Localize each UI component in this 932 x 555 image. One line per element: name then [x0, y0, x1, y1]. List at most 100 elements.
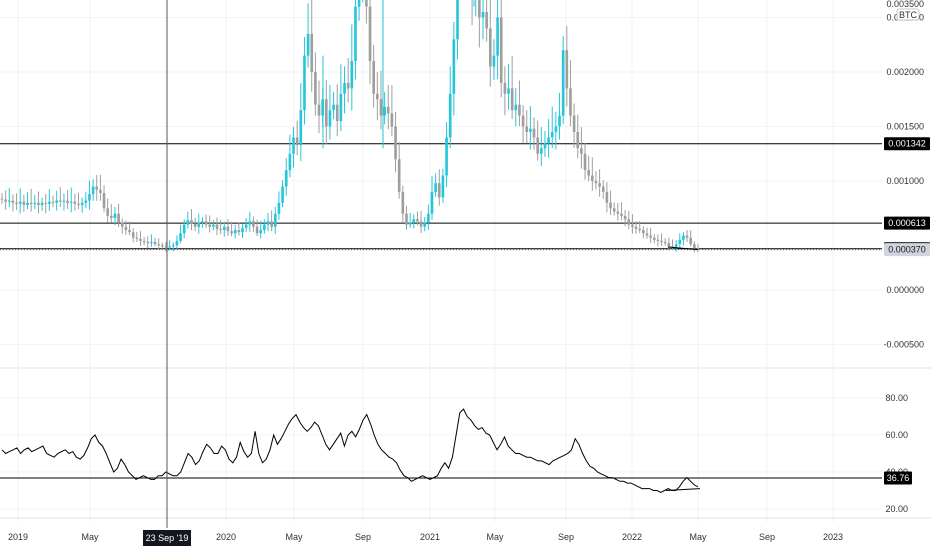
- candle-body: [29, 202, 33, 204]
- candle-body: [7, 200, 11, 202]
- horizontal-levels: [0, 143, 882, 251]
- candle-body: [441, 175, 445, 198]
- candle-body: [69, 201, 73, 203]
- candle-body: [492, 55, 496, 67]
- candle-body: [237, 230, 241, 233]
- candle-body: [627, 219, 631, 225]
- candle-body: [587, 170, 590, 176]
- candle-body: [660, 240, 663, 243]
- candle-body: [48, 201, 51, 204]
- candle-body: [91, 186, 95, 195]
- candle-body: [642, 230, 645, 234]
- candle-body: [175, 240, 179, 246]
- x-tick-label: May: [689, 532, 707, 542]
- candle-body: [281, 186, 284, 203]
- candle-body: [0, 198, 4, 200]
- candle-body: [485, 12, 488, 29]
- candle-body: [161, 245, 164, 247]
- candle-body: [40, 202, 44, 205]
- candle-body: [295, 137, 299, 146]
- x-tick-label: Sep: [558, 532, 574, 542]
- candle-body: [427, 213, 430, 223]
- candle-body: [215, 224, 219, 229]
- candle-body: [113, 213, 117, 219]
- x-tick-label: Sep: [355, 532, 371, 542]
- y-tick-label-top: 0.003500: [886, 0, 924, 9]
- candle-body: [317, 104, 321, 116]
- candle-body: [259, 230, 263, 234]
- candle-body: [22, 201, 26, 205]
- candle-body: [437, 183, 441, 198]
- candle-body: [306, 33, 310, 56]
- candle-body: [277, 202, 281, 214]
- candle-body: [263, 224, 266, 231]
- candle-body: [88, 194, 91, 201]
- indicator-y-tick-label: 60.00: [885, 430, 908, 440]
- candle-body: [33, 202, 37, 204]
- indicator-series: [0, 408, 882, 493]
- currency-label: BTC: [899, 10, 918, 20]
- candle-body: [667, 243, 671, 247]
- candle-body: [248, 221, 252, 225]
- candle-body: [518, 104, 521, 116]
- candle-body: [314, 72, 317, 105]
- candle-body: [241, 227, 244, 233]
- candle-body: [631, 224, 634, 227]
- candle-body: [186, 220, 190, 225]
- candle-body: [139, 238, 142, 241]
- candle-body: [510, 88, 514, 111]
- axes: 0.0030000.0025000.0020000.0015000.001000…: [0, 0, 932, 542]
- indicator-y-tick-label: 20.00: [885, 504, 908, 514]
- candle-body: [448, 93, 452, 138]
- candle-body: [390, 113, 394, 127]
- candle-body: [685, 235, 689, 238]
- candle-body: [299, 110, 303, 146]
- candle-body: [346, 82, 350, 89]
- candle-body: [332, 104, 335, 111]
- candle-body: [44, 202, 48, 204]
- candle-body: [335, 104, 339, 122]
- candle-body: [273, 213, 277, 227]
- candle-body: [80, 202, 84, 205]
- candle-body: [11, 200, 15, 203]
- candle-body: [37, 202, 40, 205]
- candle-body: [565, 50, 569, 89]
- candle-body: [106, 208, 109, 216]
- crosshair-date-label: 23 Sep '19: [146, 533, 189, 543]
- candle-body: [197, 222, 201, 227]
- candle-body: [325, 99, 328, 127]
- candle-body: [66, 200, 69, 203]
- candle-body: [372, 61, 375, 94]
- y-tick-label: 0.001000: [886, 176, 924, 186]
- candle-body: [222, 226, 226, 231]
- indicator-trend-line: [665, 488, 701, 491]
- y-tick-label: 0.002000: [886, 67, 924, 77]
- candle-body: [386, 106, 390, 114]
- x-tick-label: May: [285, 532, 303, 542]
- candle-body: [102, 192, 106, 209]
- y-tick-label: 0.000000: [886, 285, 924, 295]
- candle-body: [357, 0, 361, 7]
- candle-body: [503, 82, 507, 94]
- candle-body: [157, 244, 161, 246]
- candle-body: [598, 183, 601, 187]
- candle-body: [212, 224, 215, 227]
- x-tick-label: 2019: [8, 532, 28, 542]
- candle-body: [266, 221, 270, 225]
- candle-body: [634, 226, 638, 229]
- x-tick-label: 2021: [420, 532, 440, 542]
- candle-body: [682, 235, 685, 240]
- candle-body: [434, 183, 437, 192]
- candle-body: [368, 6, 372, 62]
- candle-body: [128, 230, 131, 233]
- candle-body: [230, 231, 233, 234]
- candle-body: [445, 137, 448, 176]
- candle-body: [288, 153, 292, 171]
- indicator-line: [1, 408, 699, 493]
- candle-body: [412, 219, 416, 223]
- candle-body: [190, 220, 193, 224]
- candle-body: [481, 12, 485, 18]
- candle-body: [452, 39, 456, 94]
